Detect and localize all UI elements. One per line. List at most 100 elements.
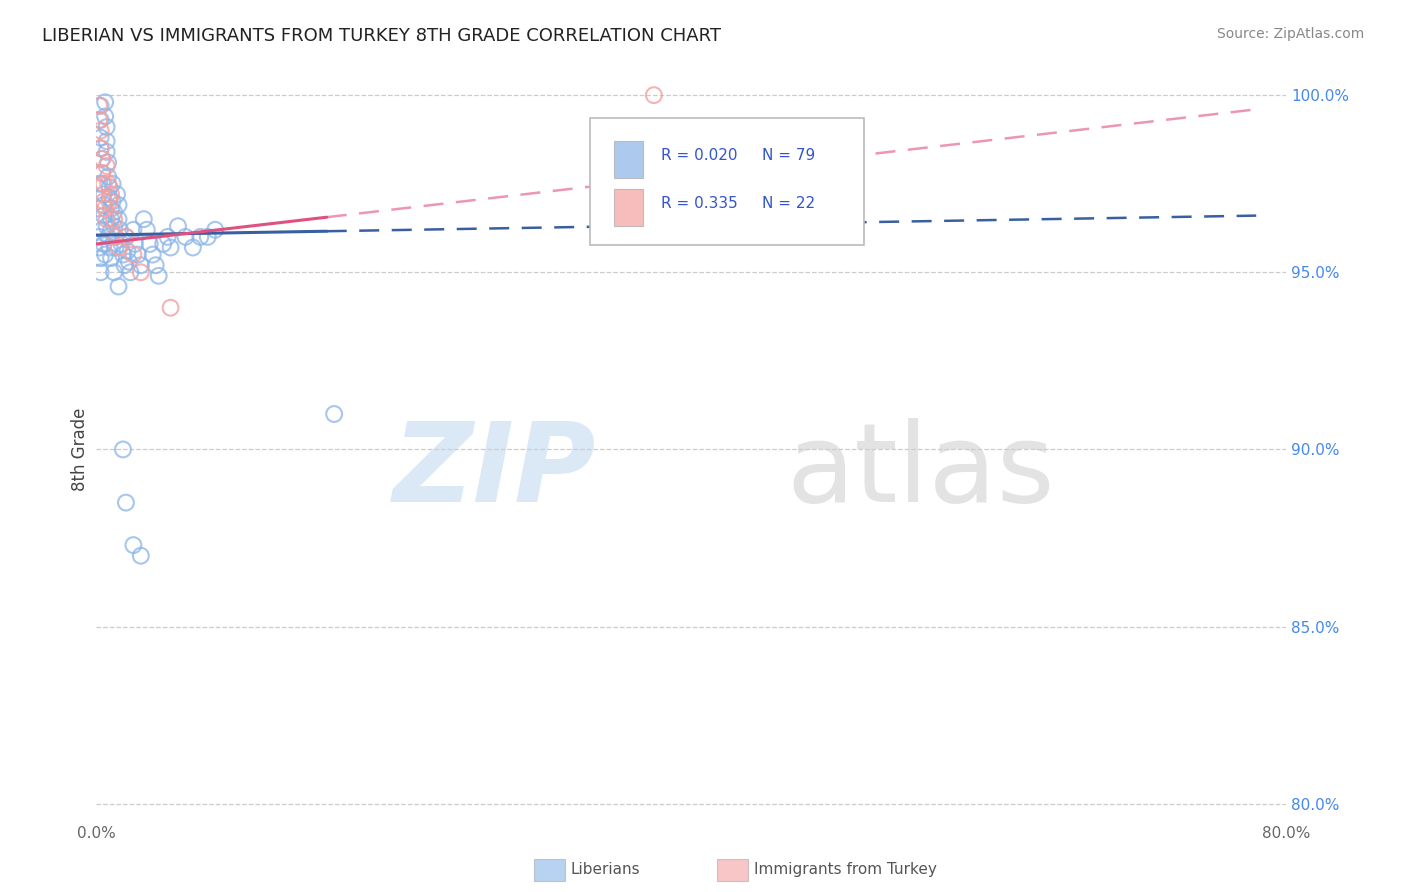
Point (135, 223, 157, 237)
Point (139, 236, 162, 251)
Point (100, 187, 122, 202)
Point (107, 279, 129, 293)
Point (188, 230, 211, 244)
Point (118, 254, 141, 268)
Point (91, 166, 114, 180)
Point (93, 236, 115, 251)
Text: Immigrants from Turkey: Immigrants from Turkey (754, 863, 936, 877)
Point (90, 130, 112, 145)
Point (98, 191, 121, 205)
Point (97, 169, 120, 184)
Point (90, 141, 112, 155)
Point (94, 95, 117, 110)
Point (89, 230, 111, 244)
Point (90, 99, 112, 113)
Point (174, 230, 197, 244)
Point (103, 265, 125, 279)
Point (105, 187, 128, 202)
Point (114, 258, 136, 272)
Point (145, 258, 167, 272)
FancyBboxPatch shape (614, 189, 644, 227)
Point (148, 268, 170, 283)
Text: atlas: atlas (786, 418, 1054, 525)
Point (101, 194, 124, 209)
Point (159, 301, 181, 315)
Point (100, 202, 122, 216)
Point (104, 230, 127, 244)
Text: ZIP: ZIP (392, 418, 596, 525)
FancyBboxPatch shape (591, 119, 863, 244)
Point (108, 223, 131, 237)
Point (96, 120, 118, 134)
Point (91, 177, 114, 191)
Point (104, 230, 127, 244)
Point (156, 230, 179, 244)
Point (96, 159, 118, 173)
Point (103, 212, 125, 227)
Point (110, 236, 132, 251)
Point (90, 141, 112, 155)
Point (94, 202, 117, 216)
FancyBboxPatch shape (614, 141, 644, 178)
Point (111, 442, 134, 457)
Point (90, 265, 112, 279)
Point (89, 202, 111, 216)
Point (100, 212, 122, 227)
Point (91, 166, 114, 180)
Point (101, 177, 124, 191)
Point (93, 187, 115, 202)
Point (129, 258, 152, 272)
Point (129, 265, 152, 279)
Text: LIBERIAN VS IMMIGRANTS FROM TURKEY 8TH GRADE CORRELATION CHART: LIBERIAN VS IMMIGRANTS FROM TURKEY 8TH G… (42, 27, 721, 45)
Point (197, 230, 219, 244)
Point (96, 212, 118, 227)
Text: R = 0.020: R = 0.020 (661, 148, 738, 163)
Point (103, 205, 125, 219)
Point (93, 198, 115, 212)
Point (127, 247, 149, 261)
Point (96, 145, 118, 159)
Text: Liberians: Liberians (571, 863, 641, 877)
Text: N = 79: N = 79 (762, 148, 815, 163)
Point (111, 247, 134, 261)
Point (94, 110, 117, 124)
Point (90, 123, 112, 137)
Point (181, 240, 204, 254)
Text: Source: ZipAtlas.com: Source: ZipAtlas.com (1216, 27, 1364, 41)
Point (132, 212, 155, 227)
Point (97, 155, 120, 169)
Point (89, 177, 111, 191)
Point (115, 230, 138, 244)
Point (323, 407, 346, 421)
Point (94, 247, 117, 261)
Point (98, 194, 121, 209)
Point (98, 180, 121, 194)
Point (93, 194, 115, 209)
Text: N = 22: N = 22 (762, 196, 815, 211)
Point (204, 223, 226, 237)
Point (115, 495, 138, 509)
Point (107, 198, 129, 212)
Point (643, 88, 665, 103)
Point (91, 152, 114, 166)
Point (89, 240, 111, 254)
Point (100, 251, 122, 265)
Point (152, 236, 174, 251)
Point (124, 236, 146, 251)
Point (96, 134, 118, 148)
Point (117, 244, 139, 258)
Point (90, 112, 112, 127)
Point (91, 223, 114, 237)
Point (107, 212, 129, 227)
Text: R = 0.335: R = 0.335 (661, 196, 738, 211)
Point (93, 209, 115, 223)
Point (100, 223, 122, 237)
Point (142, 247, 165, 261)
Point (90, 251, 112, 265)
Point (107, 240, 129, 254)
Point (122, 247, 145, 261)
Point (96, 219, 118, 234)
Y-axis label: 8th Grade: 8th Grade (72, 408, 89, 491)
Point (167, 219, 190, 234)
Point (97, 230, 120, 244)
